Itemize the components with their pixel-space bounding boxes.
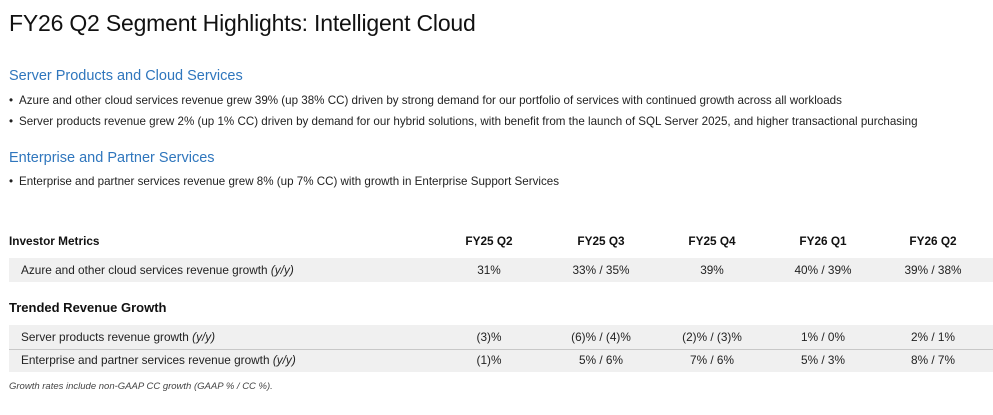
column-header-fy26-q1: FY26 Q1 [799, 234, 847, 248]
table-row: Server products revenue growth (y/y) (3)… [9, 325, 993, 349]
cell-fy25-q2: 31% [477, 263, 501, 277]
section-heading-enterprise-partner: Enterprise and Partner Services [9, 150, 215, 166]
cell-fy25-q2: (1)% [476, 353, 502, 367]
row-suffix: (y/y) [192, 330, 216, 344]
row-suffix: (y/y) [270, 263, 294, 277]
row-divider [9, 349, 993, 350]
column-header-fy25-q3: FY25 Q3 [577, 234, 625, 248]
bullet-enterprise-partner: • Enterprise and partner services revenue… [9, 175, 559, 188]
column-header-fy25-q4: FY25 Q4 [688, 234, 736, 248]
table-row: Azure and other cloud services revenue g… [9, 258, 993, 282]
section-heading-server-cloud: Server Products and Cloud Services [9, 68, 243, 84]
cell-fy26-q2: 2% / 1% [911, 330, 955, 344]
column-header-fy25-q2: FY25 Q2 [465, 234, 513, 248]
cell-fy26-q2: 8% / 7% [911, 353, 955, 367]
cell-fy25-q4: (2)% / (3)% [682, 330, 742, 344]
cell-fy26-q1: 40% / 39% [794, 263, 852, 277]
footnote: Growth rates include non-GAAP CC growth … [9, 381, 273, 392]
bullet-text: Enterprise and partner services revenue … [19, 175, 559, 188]
cell-fy25-q3: 33% / 35% [572, 263, 630, 277]
row-suffix: (y/y) [272, 353, 296, 367]
bullet-azure-growth: • Azure and other cloud services revenue … [9, 94, 842, 107]
metrics-label-header: Investor Metrics [9, 234, 100, 248]
column-header-fy26-q2: FY26 Q2 [909, 234, 957, 248]
cell-fy25-q4: 39% [700, 263, 724, 277]
bullet-text: Azure and other cloud services revenue g… [19, 94, 842, 107]
cell-fy26-q2: 39% / 38% [904, 263, 962, 277]
cell-fy25-q3: (6)% / (4)% [571, 330, 631, 344]
row-label: Azure and other cloud services revenue g… [21, 263, 294, 277]
cell-fy26-q1: 5% / 3% [801, 353, 845, 367]
cell-fy25-q4: 7% / 6% [690, 353, 734, 367]
bullet-server-products: • Server products revenue grew 2% (up 1% … [9, 115, 918, 128]
cell-fy25-q3: 5% / 6% [579, 353, 623, 367]
cell-fy26-q1: 1% / 0% [801, 330, 845, 344]
bullet-text: Server products revenue grew 2% (up 1% C… [19, 115, 918, 128]
cell-fy25-q2: (3)% [476, 330, 502, 344]
page-title: FY26 Q2 Segment Highlights: Intelligent … [9, 10, 476, 36]
trended-group-title: Trended Revenue Growth [9, 300, 167, 315]
row-label: Server products revenue growth (y/y) [21, 330, 216, 344]
row-label: Enterprise and partner services revenue … [21, 353, 296, 367]
table-row: Enterprise and partner services revenue … [9, 350, 993, 372]
